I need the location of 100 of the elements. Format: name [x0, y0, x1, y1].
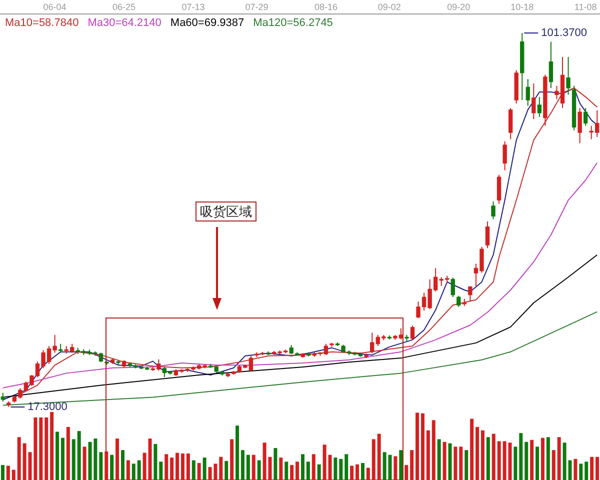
x-tick-label: 07-13 — [182, 2, 205, 12]
bar — [322, 444, 326, 480]
bar — [0, 465, 4, 480]
bar — [296, 462, 300, 480]
bar — [246, 454, 250, 480]
bar — [530, 440, 534, 480]
bar — [399, 450, 403, 480]
bar — [142, 452, 146, 480]
bar — [464, 450, 468, 480]
bar — [99, 452, 103, 480]
bar — [536, 446, 540, 480]
bar — [442, 442, 446, 480]
bar — [72, 439, 76, 480]
bar — [334, 458, 338, 480]
x-tick-label: 08-16 — [314, 2, 338, 12]
bar — [497, 441, 501, 480]
bar — [39, 417, 43, 480]
bar — [360, 463, 364, 480]
bar — [350, 466, 354, 480]
bar — [214, 464, 218, 480]
candlestick — [532, 83, 536, 120]
bar — [416, 412, 420, 480]
candlestick — [502, 140, 507, 171]
bar — [110, 454, 114, 480]
candlestick — [456, 295, 461, 308]
x-tick-label: 10-18 — [510, 2, 534, 12]
bar — [540, 438, 544, 480]
bar — [252, 454, 256, 480]
bar — [176, 452, 180, 480]
bar — [56, 432, 60, 480]
annotation: 吸货区域 — [200, 204, 252, 219]
bar — [186, 453, 190, 480]
bar — [410, 450, 414, 480]
bar — [306, 462, 310, 480]
bar — [224, 460, 228, 480]
candlestick — [410, 325, 415, 340]
bar — [34, 417, 38, 480]
bar — [262, 442, 266, 480]
bar — [562, 442, 566, 480]
bar — [6, 466, 10, 480]
annotation: 17.3000 — [28, 401, 68, 413]
bar — [154, 444, 158, 480]
bar — [317, 464, 321, 480]
bar — [12, 470, 16, 480]
bar — [356, 464, 360, 480]
bar — [377, 434, 381, 480]
x-tick-label: 09-20 — [447, 2, 470, 12]
bar — [382, 452, 386, 480]
bar — [164, 454, 168, 480]
bar — [420, 413, 424, 480]
candlestick — [566, 56, 570, 96]
bar — [432, 420, 436, 480]
candlestick — [583, 108, 588, 126]
candlestick — [485, 220, 490, 249]
bar — [104, 451, 108, 480]
x-tick-label: 09-02 — [378, 2, 401, 12]
text: Ma10=58.7840 — [5, 17, 79, 29]
bar — [584, 462, 588, 480]
candlestick — [548, 41, 554, 89]
bar — [257, 460, 261, 480]
text: Ma60=69.9387 — [170, 17, 244, 29]
bar — [366, 468, 370, 480]
bar — [279, 458, 283, 480]
bar — [394, 456, 398, 480]
candlestick — [537, 96, 542, 118]
bar — [170, 458, 174, 480]
bar — [202, 458, 206, 480]
candlestick — [578, 108, 582, 144]
bar — [77, 431, 81, 480]
bar — [579, 464, 583, 480]
candlestick — [370, 332, 374, 354]
bar — [44, 417, 48, 480]
bar — [459, 446, 463, 480]
bar — [480, 430, 484, 480]
bar — [240, 450, 244, 480]
bar — [524, 442, 528, 480]
candlestick — [496, 174, 502, 204]
candlestick — [526, 78, 530, 106]
candlestick — [508, 108, 513, 140]
bar — [454, 446, 458, 480]
bar — [546, 437, 550, 480]
bar — [372, 439, 376, 480]
bar — [426, 430, 430, 480]
bar — [66, 426, 70, 480]
bar — [132, 464, 136, 480]
x-tick-label: 07-29 — [245, 2, 268, 12]
x-tick-label: 06-25 — [112, 2, 136, 12]
bar — [574, 458, 578, 480]
bar — [60, 438, 64, 480]
bar — [284, 462, 288, 480]
bar — [82, 446, 86, 480]
bar — [17, 437, 21, 480]
bar — [404, 465, 408, 480]
bar — [492, 434, 496, 480]
bar — [274, 448, 278, 480]
text: Ma120=56.2745 — [253, 17, 333, 29]
bar — [486, 437, 490, 480]
text: Ma30=64.2140 — [88, 17, 162, 29]
bar — [137, 460, 141, 480]
bar — [197, 463, 201, 480]
